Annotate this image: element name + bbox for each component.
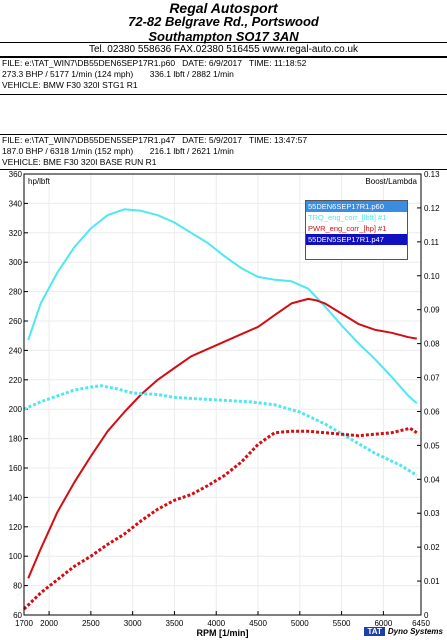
- run1-vehicle-line: VEHICLE: BMW F30 320I STG1 R1: [2, 80, 138, 90]
- x-tick-label: 3500: [166, 619, 184, 628]
- series-line-2: [27, 297, 417, 579]
- left-tick-label: 300: [9, 258, 23, 267]
- left-axis-label: hp/lbft: [28, 177, 51, 186]
- left-tick-label: 80: [13, 582, 22, 591]
- legend-item-torque[interactable]: TRQ_eng_corr_[lbft] #1: [308, 213, 387, 222]
- company-name: Regal Autosport: [169, 0, 278, 16]
- left-tick-label: 320: [9, 229, 23, 238]
- chart-series: [22, 208, 418, 611]
- legend-item-power[interactable]: PWR_eng_corr_[hp] #1: [308, 224, 387, 233]
- right-tick-label: 0.12: [424, 204, 440, 213]
- contact-line: Tel. 02380 558636 FAX.02380 516455 www.r…: [0, 42, 447, 57]
- x-tick-label: 1700: [15, 619, 33, 628]
- address-line-1: 72-82 Belgrave Rd., Portswood: [128, 14, 319, 29]
- right-tick-label: 0.13: [424, 170, 440, 179]
- right-tick-label: 0.10: [424, 272, 440, 281]
- series-line-4: [22, 426, 418, 611]
- plot-frame: [23, 173, 422, 616]
- right-tick-label: 0.07: [424, 374, 440, 383]
- right-tick-label: 0.08: [424, 340, 440, 349]
- legend-item-run1[interactable]: 55DEN6SEP17R1.p60: [306, 201, 407, 212]
- right-tick-label: 0.04: [424, 475, 440, 484]
- run-info-1: FILE: e:\TAT_WIN7\DB55DEN6SEP17R1.p60 DA…: [0, 57, 447, 95]
- right-tick-label: 0.02: [424, 543, 440, 552]
- right-tick-label: 0: [424, 611, 429, 620]
- right-axis-label: Boost/Lambda: [365, 177, 417, 186]
- brand-footer: TAT Dyno Systems: [364, 627, 443, 636]
- x-axis-label: RPM [1/min]: [196, 628, 248, 638]
- left-tick-label: 60: [13, 611, 22, 620]
- chart-legend[interactable]: 55DEN6SEP17R1.p60 TRQ_eng_corr_[lbft] #1…: [305, 200, 408, 260]
- left-tick-label: 220: [9, 376, 23, 385]
- tat-logo: TAT: [364, 627, 385, 636]
- series-line-3: [23, 384, 418, 477]
- x-tick-label: 4500: [249, 619, 267, 628]
- x-tick-label: 5000: [291, 619, 309, 628]
- left-tick-label: 200: [9, 405, 23, 414]
- left-tick-label: 140: [9, 493, 23, 502]
- x-tick-label: 6000: [374, 619, 392, 628]
- x-tick-label: 2500: [82, 619, 100, 628]
- run2-file-line: FILE: e:\TAT_WIN7\DB55DEN5SEP17R1.p47 DA…: [2, 135, 308, 145]
- brand-name: Dyno Systems: [387, 627, 443, 636]
- right-axis-ticks: 0 0.01 0.02 0.03 0.04 0.05 0.06 0.07 0.08 0.09 0.1…: [417, 170, 440, 620]
- left-tick-label: 340: [9, 199, 23, 208]
- left-tick-label: 100: [9, 552, 23, 561]
- x-axis-ticks: 1700 2000 2500 3000 3500 4000 4500 5000 5500 6000…: [15, 611, 430, 628]
- right-tick-label: 0.06: [424, 407, 440, 416]
- x-tick-label: 2000: [40, 619, 58, 628]
- run1-result-line: 273.3 BHP / 5177 1/min (124 mph) 336.1 l…: [2, 69, 234, 79]
- left-tick-label: 160: [9, 464, 23, 473]
- right-tick-label: 0.05: [424, 441, 440, 450]
- x-tick-label: 5500: [333, 619, 351, 628]
- run-info-2: FILE: e:\TAT_WIN7\DB55DEN5SEP17R1.p47 DA…: [0, 134, 447, 170]
- left-tick-label: 360: [9, 170, 23, 179]
- left-tick-label: 260: [9, 317, 23, 326]
- right-tick-label: 0.01: [424, 577, 440, 586]
- right-tick-label: 0.09: [424, 306, 440, 315]
- right-tick-label: 0.03: [424, 509, 440, 518]
- x-tick-label: 4000: [207, 619, 225, 628]
- run2-vehicle-line: VEHICLE: BME F30 320I BASE RUN R1: [2, 157, 157, 167]
- series-line-1: [27, 208, 418, 405]
- left-tick-label: 120: [9, 523, 23, 532]
- left-tick-label: 280: [9, 288, 23, 297]
- legend-item-run2[interactable]: 55DEN5SEP17R1.p47: [306, 234, 407, 245]
- address-line-2: Southampton SO17 3AN: [148, 29, 299, 44]
- x-tick-label: 3000: [124, 619, 142, 628]
- left-tick-label: 180: [9, 435, 23, 444]
- left-axis-ticks: 60 80 100 120 140 160 180 200 220 240 260 280 300 320…: [9, 170, 28, 620]
- run2-result-line: 187.0 BHP / 6318 1/min (152 mph) 216.1 l…: [2, 146, 234, 156]
- run1-file-line: FILE: e:\TAT_WIN7\DB55DEN6SEP17R1.p60 DA…: [2, 58, 307, 68]
- left-tick-label: 240: [9, 346, 23, 355]
- x-tick-label: 6450: [412, 619, 430, 628]
- right-tick-label: 0.11: [424, 238, 440, 247]
